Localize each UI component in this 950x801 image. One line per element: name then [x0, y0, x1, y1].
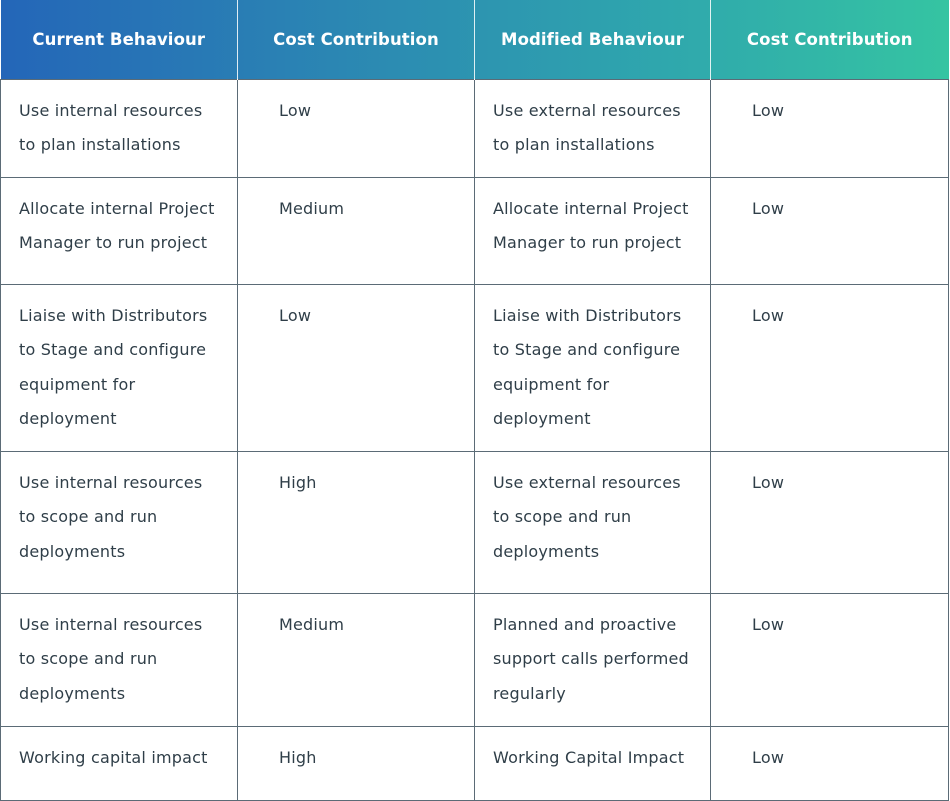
current-cost-cell: High	[237, 450, 475, 594]
modified-behaviour-cell: Working Capital Impact	[474, 725, 711, 801]
table-row: Use internal resources to plan installat…	[0, 78, 949, 178]
header-current-behaviour: Current Behaviour	[0, 0, 238, 79]
modified-cost-cell: Low	[710, 176, 949, 285]
table-row: Allocate internal Project Manager to run…	[0, 176, 949, 285]
current-cost-cell: Medium	[237, 592, 475, 727]
current-cost-cell: Low	[237, 283, 475, 452]
modified-cost-cell: Low	[710, 283, 949, 452]
current-behaviour-cell: Working capital impact	[0, 725, 238, 801]
modified-cost-cell: Low	[710, 725, 949, 801]
table-body: Use internal resources to plan installat…	[0, 78, 949, 801]
header-current-cost-contribution: Cost Contribution	[237, 0, 475, 79]
modified-behaviour-cell: Use external resources to scope and run …	[474, 450, 711, 594]
modified-behaviour-cell: Planned and proactive support calls perf…	[474, 592, 711, 727]
header-row: Current Behaviour Cost Contribution Modi…	[0, 0, 949, 79]
header-modified-behaviour: Modified Behaviour	[474, 0, 711, 79]
modified-behaviour-cell: Liaise with Distributors to Stage and co…	[474, 283, 711, 452]
table-row: Use internal resources to scope and run …	[0, 592, 949, 727]
modified-cost-cell: Low	[710, 450, 949, 594]
current-behaviour-cell: Use internal resources to scope and run …	[0, 592, 238, 727]
current-cost-cell: High	[237, 725, 475, 801]
modified-behaviour-cell: Use external resources to plan installat…	[474, 78, 711, 178]
current-cost-cell: Low	[237, 78, 475, 178]
current-behaviour-cell: Allocate internal Project Manager to run…	[0, 176, 238, 285]
table-row: Liaise with Distributors to Stage and co…	[0, 283, 949, 452]
modified-behaviour-cell: Allocate internal Project Manager to run…	[474, 176, 711, 285]
table-header: Current Behaviour Cost Contribution Modi…	[0, 0, 949, 79]
header-modified-cost-contribution: Cost Contribution	[746, 29, 913, 49]
current-behaviour-cell: Use internal resources to plan installat…	[0, 78, 238, 178]
current-cost-cell: Medium	[237, 176, 475, 285]
current-behaviour-cell: Use internal resources to scope and run …	[0, 450, 238, 594]
table-row: Working capital impact High Working Capi…	[0, 725, 949, 801]
modified-cost-cell: Low	[710, 78, 949, 178]
modified-cost-cell: Low	[710, 592, 949, 727]
current-behaviour-cell: Liaise with Distributors to Stage and co…	[0, 283, 238, 452]
table-row: Use internal resources to scope and run …	[0, 450, 949, 594]
